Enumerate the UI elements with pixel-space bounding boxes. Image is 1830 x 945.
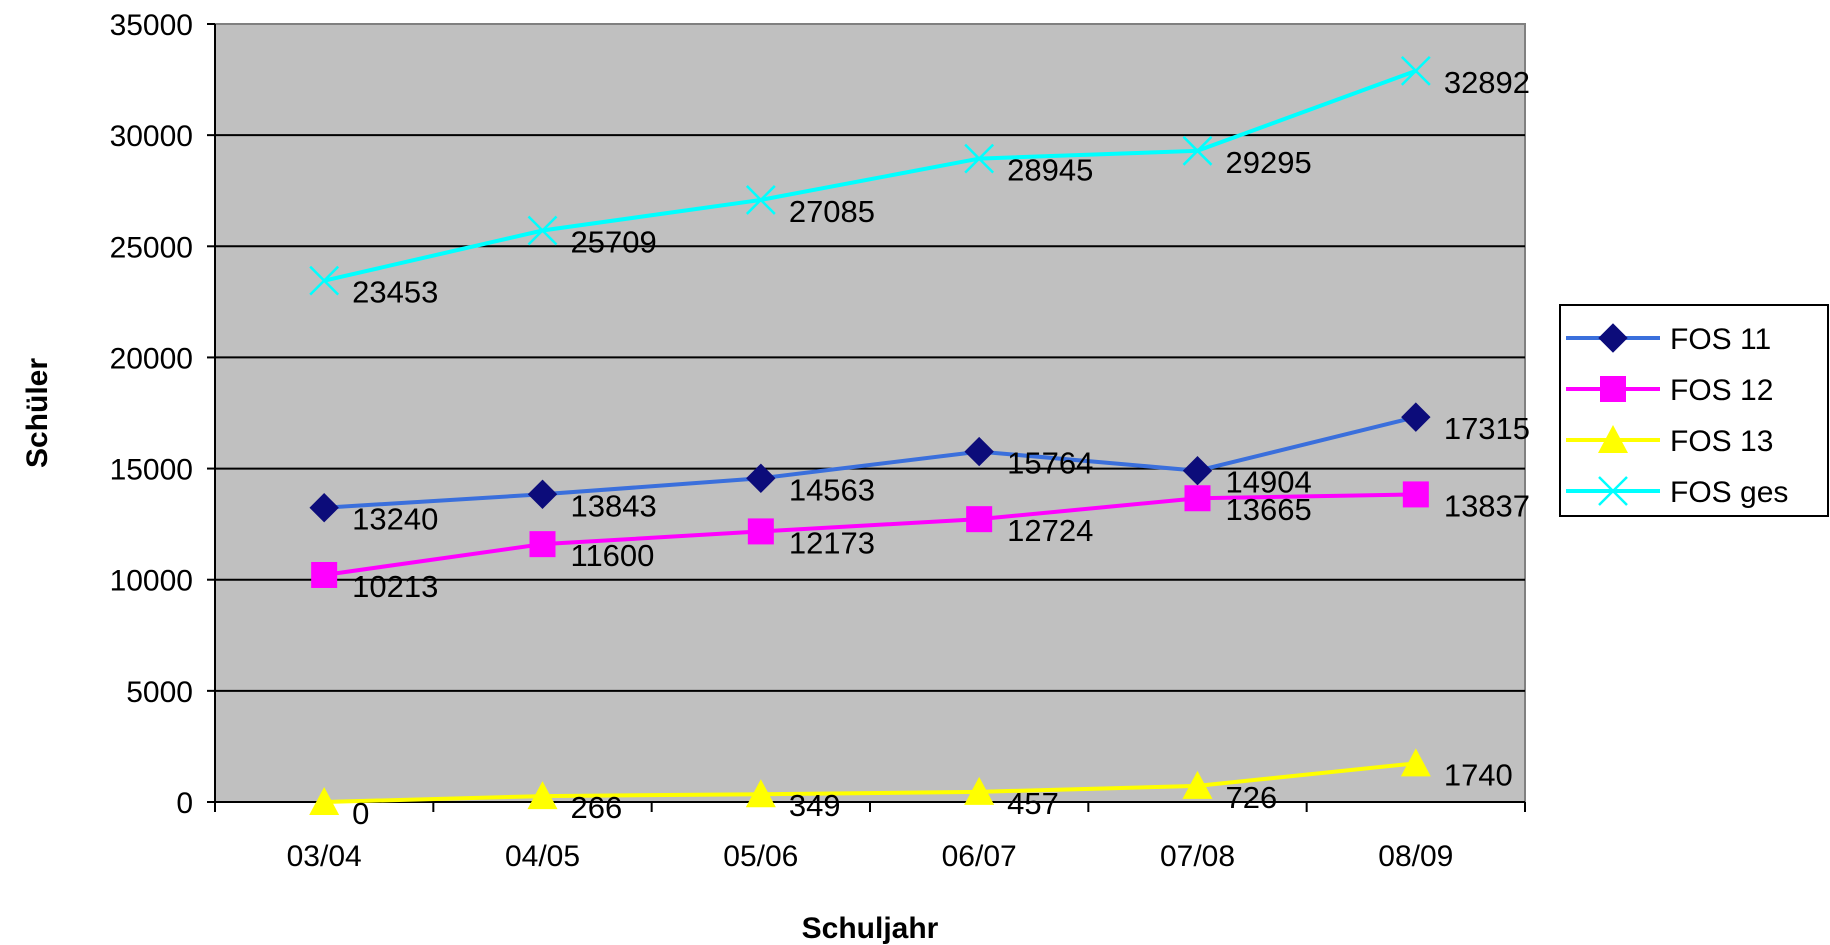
legend-marker-fos-ges: [1598, 476, 1628, 506]
data-label-fos-11: 13843: [571, 488, 657, 523]
data-point-fos-11: [1182, 455, 1213, 486]
y-tick-label: 15000: [110, 454, 193, 487]
legend-marker-fos-11: [1598, 323, 1628, 353]
legend: FOS 11 FOS 12 FOS 13 FOS ges: [1559, 304, 1829, 517]
x-tick-label: 04/05: [505, 840, 580, 873]
series-line-fos-13: [324, 761, 1417, 804]
data-point-fos-12: [966, 506, 993, 533]
data-label-fos-11: 14904: [1226, 465, 1312, 500]
y-tick-label: 10000: [110, 565, 193, 598]
data-point-fos-12: [529, 531, 556, 558]
x-axis-title: Schuljahr: [802, 912, 939, 945]
x-tick-label: 07/08: [1160, 840, 1235, 873]
data-point-fos-12: [747, 518, 774, 545]
y-tick-label: 5000: [126, 676, 193, 709]
x-tick-label: 03/04: [287, 840, 362, 873]
data-label-fos-13: 266: [571, 790, 623, 825]
data-point-fos-13: [1182, 770, 1213, 799]
data-point-fos-11: [309, 492, 339, 523]
data-label-fos-11: 14563: [789, 472, 875, 507]
data-point-fos-13: [527, 781, 558, 810]
data-point-fos-ges: [745, 185, 776, 215]
data-label-fos-ges: 23453: [352, 275, 438, 310]
y-axis-title: Schüler: [21, 358, 54, 468]
data-label-fos-12: 12724: [1007, 513, 1093, 548]
legend-marker-fos-12: [1600, 376, 1626, 402]
series-line-fos-ges: [323, 68, 1417, 283]
data-point-fos-ges: [964, 143, 995, 174]
data-point-fos-13: [964, 776, 995, 805]
series-line-fos-12: [323, 492, 1416, 577]
data-point-fos-11: [746, 463, 776, 493]
data-label-fos-13: 349: [789, 788, 841, 823]
data-point-fos-13: [309, 787, 340, 815]
data-point-fos-12: [1184, 485, 1211, 512]
data-label-fos-ges: 28945: [1007, 153, 1093, 188]
data-point-fos-13: [1400, 748, 1431, 777]
legend-label-fos-13: FOS 13: [1670, 425, 1773, 458]
data-point-fos-11: [1401, 402, 1431, 432]
x-tick-label: 08/09: [1378, 840, 1453, 873]
legend-marker-fos-13: [1598, 425, 1628, 453]
x-tick-label: 05/06: [723, 840, 798, 873]
plot-area: [214, 23, 1526, 803]
data-label-fos-13: 0: [352, 796, 369, 831]
data-label-fos-ges: 27085: [789, 194, 875, 229]
data-label-fos-ges: 29295: [1226, 145, 1312, 180]
data-label-fos-11: 17315: [1444, 411, 1530, 446]
data-point-fos-12: [311, 561, 338, 588]
data-point-fos-ges: [527, 215, 558, 246]
data-label-fos-12: 10213: [352, 569, 438, 604]
data-label-fos-12: 13665: [1226, 492, 1312, 527]
data-point-fos-ges: [1182, 135, 1213, 166]
y-tick-label: 35000: [110, 9, 193, 42]
data-point-fos-ges: [309, 265, 340, 296]
data-point-fos-11: [527, 479, 558, 509]
data-label-fos-13: 457: [1007, 786, 1059, 821]
legend-label-fos-11: FOS 11: [1670, 323, 1771, 356]
x-tick-label: 06/07: [942, 840, 1017, 873]
legend-label-fos-12: FOS 12: [1670, 374, 1773, 407]
legend-label-fos-ges: FOS ges: [1670, 476, 1788, 509]
data-label-fos-13: 1740: [1444, 757, 1513, 792]
data-point-fos-13: [745, 779, 776, 808]
data-point-fos-12: [1402, 481, 1429, 508]
data-label-fos-11: 15764: [1007, 446, 1093, 481]
data-label-fos-12: 11600: [571, 538, 655, 573]
data-label-fos-13: 726: [1226, 780, 1278, 815]
y-tick-label: 0: [176, 787, 193, 820]
data-label-fos-12: 12173: [789, 525, 875, 560]
series-line-fos-11: [324, 415, 1417, 510]
data-label-fos-ges: 25709: [571, 225, 657, 260]
data-label-fos-11: 13240: [352, 502, 438, 537]
y-tick-label: 30000: [110, 120, 193, 153]
data-label-fos-ges: 32892: [1444, 65, 1530, 100]
y-tick-label: 25000: [110, 231, 193, 264]
data-point-fos-11: [964, 436, 994, 467]
data-label-fos-12: 13837: [1444, 488, 1530, 523]
data-point-fos-ges: [1400, 55, 1431, 86]
y-tick-label: 20000: [110, 342, 193, 375]
